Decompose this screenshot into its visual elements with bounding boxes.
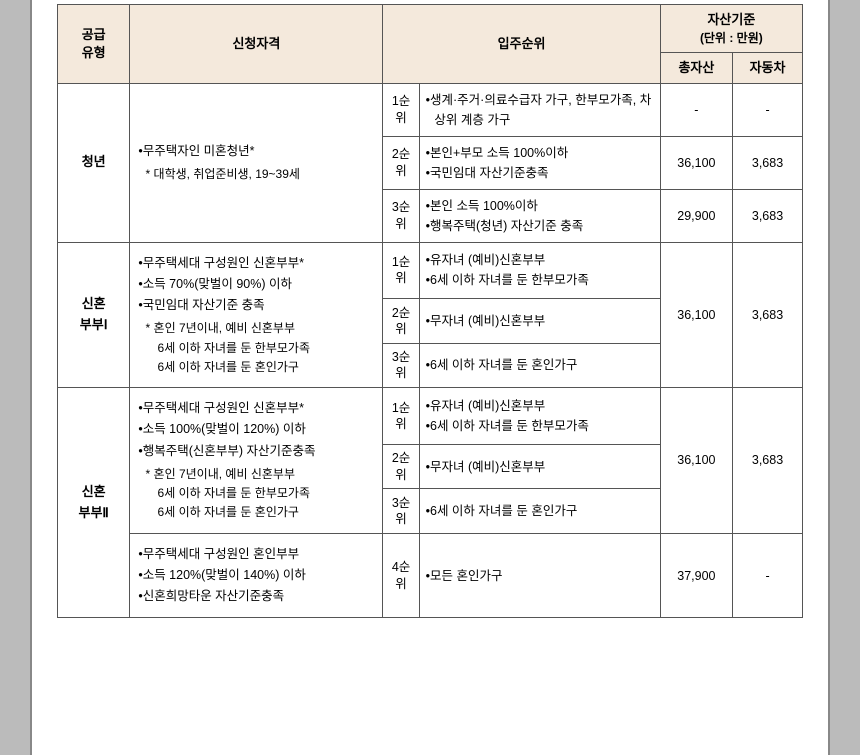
rank-cell: 2순위	[383, 136, 419, 189]
rank-cell: 3순위	[383, 489, 419, 533]
qual-bullet: •무주택세대 구성원인 신혼부부*	[138, 398, 376, 419]
qual-bullet: •무주택세대 구성원인 신혼부부*	[138, 253, 376, 274]
qual-sub: 6세 이하 자녀를 둔 한부모가족	[138, 484, 376, 503]
qual-bullet: •무주택세대 구성원인 혼인부부	[138, 544, 376, 565]
qual-cell: •무주택자인 미혼청년** 대학생, 취업준비생, 19~39세	[130, 83, 383, 242]
table-row: 청년•무주택자인 미혼청년** 대학생, 취업준비생, 19~39세1순위•생계…	[58, 83, 803, 136]
qual-sub: 6세 이하 자녀를 둔 혼인가구	[138, 358, 376, 377]
rank-cell: 1순위	[383, 388, 419, 445]
asset-cell: 37,900	[660, 533, 732, 618]
qual-bullet: •소득 70%(맞벌이 90%) 이하	[138, 274, 376, 295]
rank-cell: 1순위	[383, 83, 419, 136]
detail-bullet: •모든 혼인가구	[426, 566, 656, 586]
car-cell: 3,683	[733, 388, 803, 534]
detail-bullet: •본인 소득 100%이하	[426, 196, 656, 216]
detail-bullet: •6세 이하 자녀를 둔 혼인가구	[426, 355, 656, 375]
asset-cell: 36,100	[660, 242, 732, 388]
qual-cell: •무주택세대 구성원인 신혼부부*•소득 70%(맞벌이 90%) 이하•국민임…	[130, 242, 383, 388]
asset-cell: 36,100	[660, 388, 732, 534]
type-cell: 청년	[58, 83, 130, 242]
qual-note: * 혼인 7년이내, 예비 신혼부부	[138, 318, 376, 338]
asset-cell: 36,100	[660, 136, 732, 189]
qual-bullet: •행복주택(신혼부부) 자산기준충족	[138, 441, 376, 462]
detail-cell: •본인+부모 소득 100%이하•국민임대 자산기준충족	[419, 136, 660, 189]
detail-cell: •무자녀 (예비)신혼부부	[419, 299, 660, 343]
detail-cell: •무자녀 (예비)신혼부부	[419, 444, 660, 488]
qual-sub: 6세 이하 자녀를 둔 혼인가구	[138, 503, 376, 522]
detail-bullet: •유자녀 (예비)신혼부부	[426, 250, 656, 270]
th-asset-std-title: 자산기준	[707, 12, 755, 27]
th-total-asset: 총자산	[660, 53, 732, 84]
car-cell: -	[733, 533, 803, 618]
type-cell: 신혼부부Ⅰ	[58, 242, 130, 388]
th-asset-std: 자산기준 (단위 : 만원)	[660, 5, 802, 53]
rank-cell: 4순위	[383, 533, 419, 618]
detail-bullet: •6세 이하 자녀를 둔 혼인가구	[426, 501, 656, 521]
detail-cell: •유자녀 (예비)신혼부부•6세 이하 자녀를 둔 한부모가족	[419, 388, 660, 445]
qual-cell: •무주택세대 구성원인 혼인부부•소득 120%(맞벌이 140%) 이하•신혼…	[130, 533, 383, 618]
detail-cell: •생계·주거·의료수급자 가구, 한부모가족, 차상위 계층 가구	[419, 83, 660, 136]
qual-note: * 대학생, 취업준비생, 19~39세	[138, 164, 376, 184]
detail-cell: •모든 혼인가구	[419, 533, 660, 618]
qual-bullet: •소득 100%(맞벌이 120%) 이하	[138, 419, 376, 440]
th-supply-type: 공급유형	[58, 5, 130, 84]
asset-cell: 29,900	[660, 189, 732, 242]
eligibility-table: 공급유형 신청자격 입주순위 자산기준 (단위 : 만원) 총자산 자동차 청년…	[57, 4, 803, 618]
detail-bullet: •유자녀 (예비)신혼부부	[426, 396, 656, 416]
table-row: 신혼부부Ⅱ•무주택세대 구성원인 신혼부부*•소득 100%(맞벌이 120%)…	[58, 388, 803, 445]
table-row: 신혼부부Ⅰ•무주택세대 구성원인 신혼부부*•소득 70%(맞벌이 90%) 이…	[58, 242, 803, 299]
car-cell: 3,683	[733, 242, 803, 388]
th-priority: 입주순위	[383, 5, 660, 84]
detail-bullet: •국민임대 자산기준충족	[426, 163, 656, 183]
detail-bullet: •본인+부모 소득 100%이하	[426, 143, 656, 163]
th-car: 자동차	[733, 53, 803, 84]
page: 공급유형 신청자격 입주순위 자산기준 (단위 : 만원) 총자산 자동차 청년…	[30, 0, 830, 755]
qual-bullet: •소득 120%(맞벌이 140%) 이하	[138, 565, 376, 586]
rank-cell: 2순위	[383, 444, 419, 488]
type-cell: 신혼부부Ⅱ	[58, 388, 130, 618]
asset-cell: -	[660, 83, 732, 136]
detail-bullet: •6세 이하 자녀를 둔 한부모가족	[426, 270, 656, 290]
outer-wrap: 공급유형 신청자격 입주순위 자산기준 (단위 : 만원) 총자산 자동차 청년…	[0, 0, 860, 755]
rank-cell: 3순위	[383, 189, 419, 242]
detail-cell: •6세 이하 자녀를 둔 혼인가구	[419, 343, 660, 387]
qual-note: * 혼인 7년이내, 예비 신혼부부	[138, 464, 376, 484]
detail-bullet: •생계·주거·의료수급자 가구, 한부모가족, 차상위 계층 가구	[426, 90, 656, 130]
car-cell: 3,683	[733, 189, 803, 242]
qual-cell: •무주택세대 구성원인 신혼부부*•소득 100%(맞벌이 120%) 이하•행…	[130, 388, 383, 534]
qual-sub: 6세 이하 자녀를 둔 한부모가족	[138, 339, 376, 358]
table-body: 청년•무주택자인 미혼청년** 대학생, 취업준비생, 19~39세1순위•생계…	[58, 83, 803, 618]
detail-cell: •본인 소득 100%이하•행복주택(청년) 자산기준 충족	[419, 189, 660, 242]
car-cell: -	[733, 83, 803, 136]
detail-bullet: •6세 이하 자녀를 둔 한부모가족	[426, 416, 656, 436]
car-cell: 3,683	[733, 136, 803, 189]
qual-bullet: •신혼희망타운 자산기준충족	[138, 586, 376, 607]
qual-bullet: •국민임대 자산기준 충족	[138, 295, 376, 316]
qual-bullet: •무주택자인 미혼청년*	[138, 141, 376, 162]
rank-cell: 2순위	[383, 299, 419, 343]
table-row: •무주택세대 구성원인 혼인부부•소득 120%(맞벌이 140%) 이하•신혼…	[58, 533, 803, 618]
th-asset-std-unit: (단위 : 만원)	[700, 31, 763, 45]
rank-cell: 3순위	[383, 343, 419, 387]
rank-cell: 1순위	[383, 242, 419, 299]
detail-cell: •유자녀 (예비)신혼부부•6세 이하 자녀를 둔 한부모가족	[419, 242, 660, 299]
detail-bullet: •행복주택(청년) 자산기준 충족	[426, 216, 656, 236]
th-qualification: 신청자격	[130, 5, 383, 84]
detail-bullet: •무자녀 (예비)신혼부부	[426, 311, 656, 331]
detail-bullet: •무자녀 (예비)신혼부부	[426, 457, 656, 477]
detail-cell: •6세 이하 자녀를 둔 혼인가구	[419, 489, 660, 533]
